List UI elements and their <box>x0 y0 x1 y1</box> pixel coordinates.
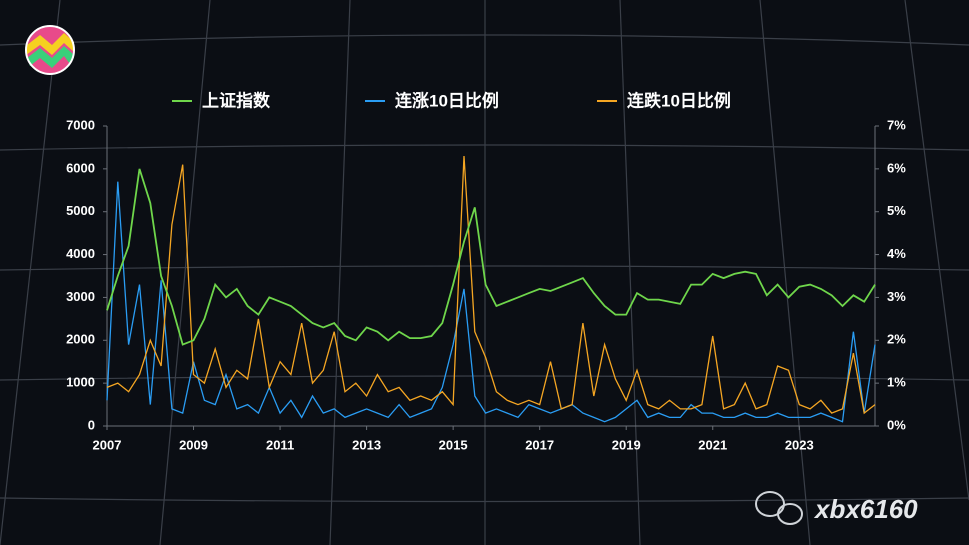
watermark-icon <box>755 491 803 525</box>
y2-tick-label: 1% <box>887 375 906 390</box>
legend-label: 连跌10日比例 <box>627 90 731 110</box>
y2-tick-label: 0% <box>887 417 906 432</box>
y-tick-label: 6000 <box>66 160 95 175</box>
logo <box>25 25 75 75</box>
x-tick-label: 2009 <box>179 437 208 452</box>
series-line <box>106 181 876 423</box>
y2-tick-label: 7% <box>887 117 906 132</box>
y2-tick-label: 6% <box>887 160 906 175</box>
legend: 上证指数 连涨10日比例 连跌10日比例 <box>172 90 731 110</box>
series-line <box>106 155 876 415</box>
legend-label: 连涨10日比例 <box>395 90 499 110</box>
y2-tick-label: 5% <box>887 203 906 218</box>
series-line <box>106 168 876 346</box>
x-tick-label: 2019 <box>612 437 641 452</box>
x-tick-label: 2017 <box>525 437 554 452</box>
y-tick-label: 7000 <box>66 117 95 132</box>
y-tick-label: 5000 <box>66 203 95 218</box>
x-tick-label: 2007 <box>93 437 122 452</box>
x-tick-label: 2013 <box>352 437 381 452</box>
y-tick-label: 3000 <box>66 289 95 304</box>
x-tick-label: 2015 <box>439 437 468 452</box>
y-tick-label: 4000 <box>66 246 95 261</box>
x-tick-label: 2021 <box>698 437 727 452</box>
legend-label: 上证指数 <box>202 90 271 110</box>
y-tick-label: 0 <box>88 417 95 432</box>
y2-tick-label: 2% <box>887 332 906 347</box>
y2-tick-label: 3% <box>887 289 906 304</box>
y-tick-label: 1000 <box>66 375 95 390</box>
y2-tick-label: 4% <box>887 246 906 261</box>
watermark: xbx6160 <box>813 494 918 524</box>
x-tick-label: 2011 <box>266 437 294 452</box>
x-tick-label: 2023 <box>785 437 814 452</box>
y-tick-label: 2000 <box>66 332 95 347</box>
